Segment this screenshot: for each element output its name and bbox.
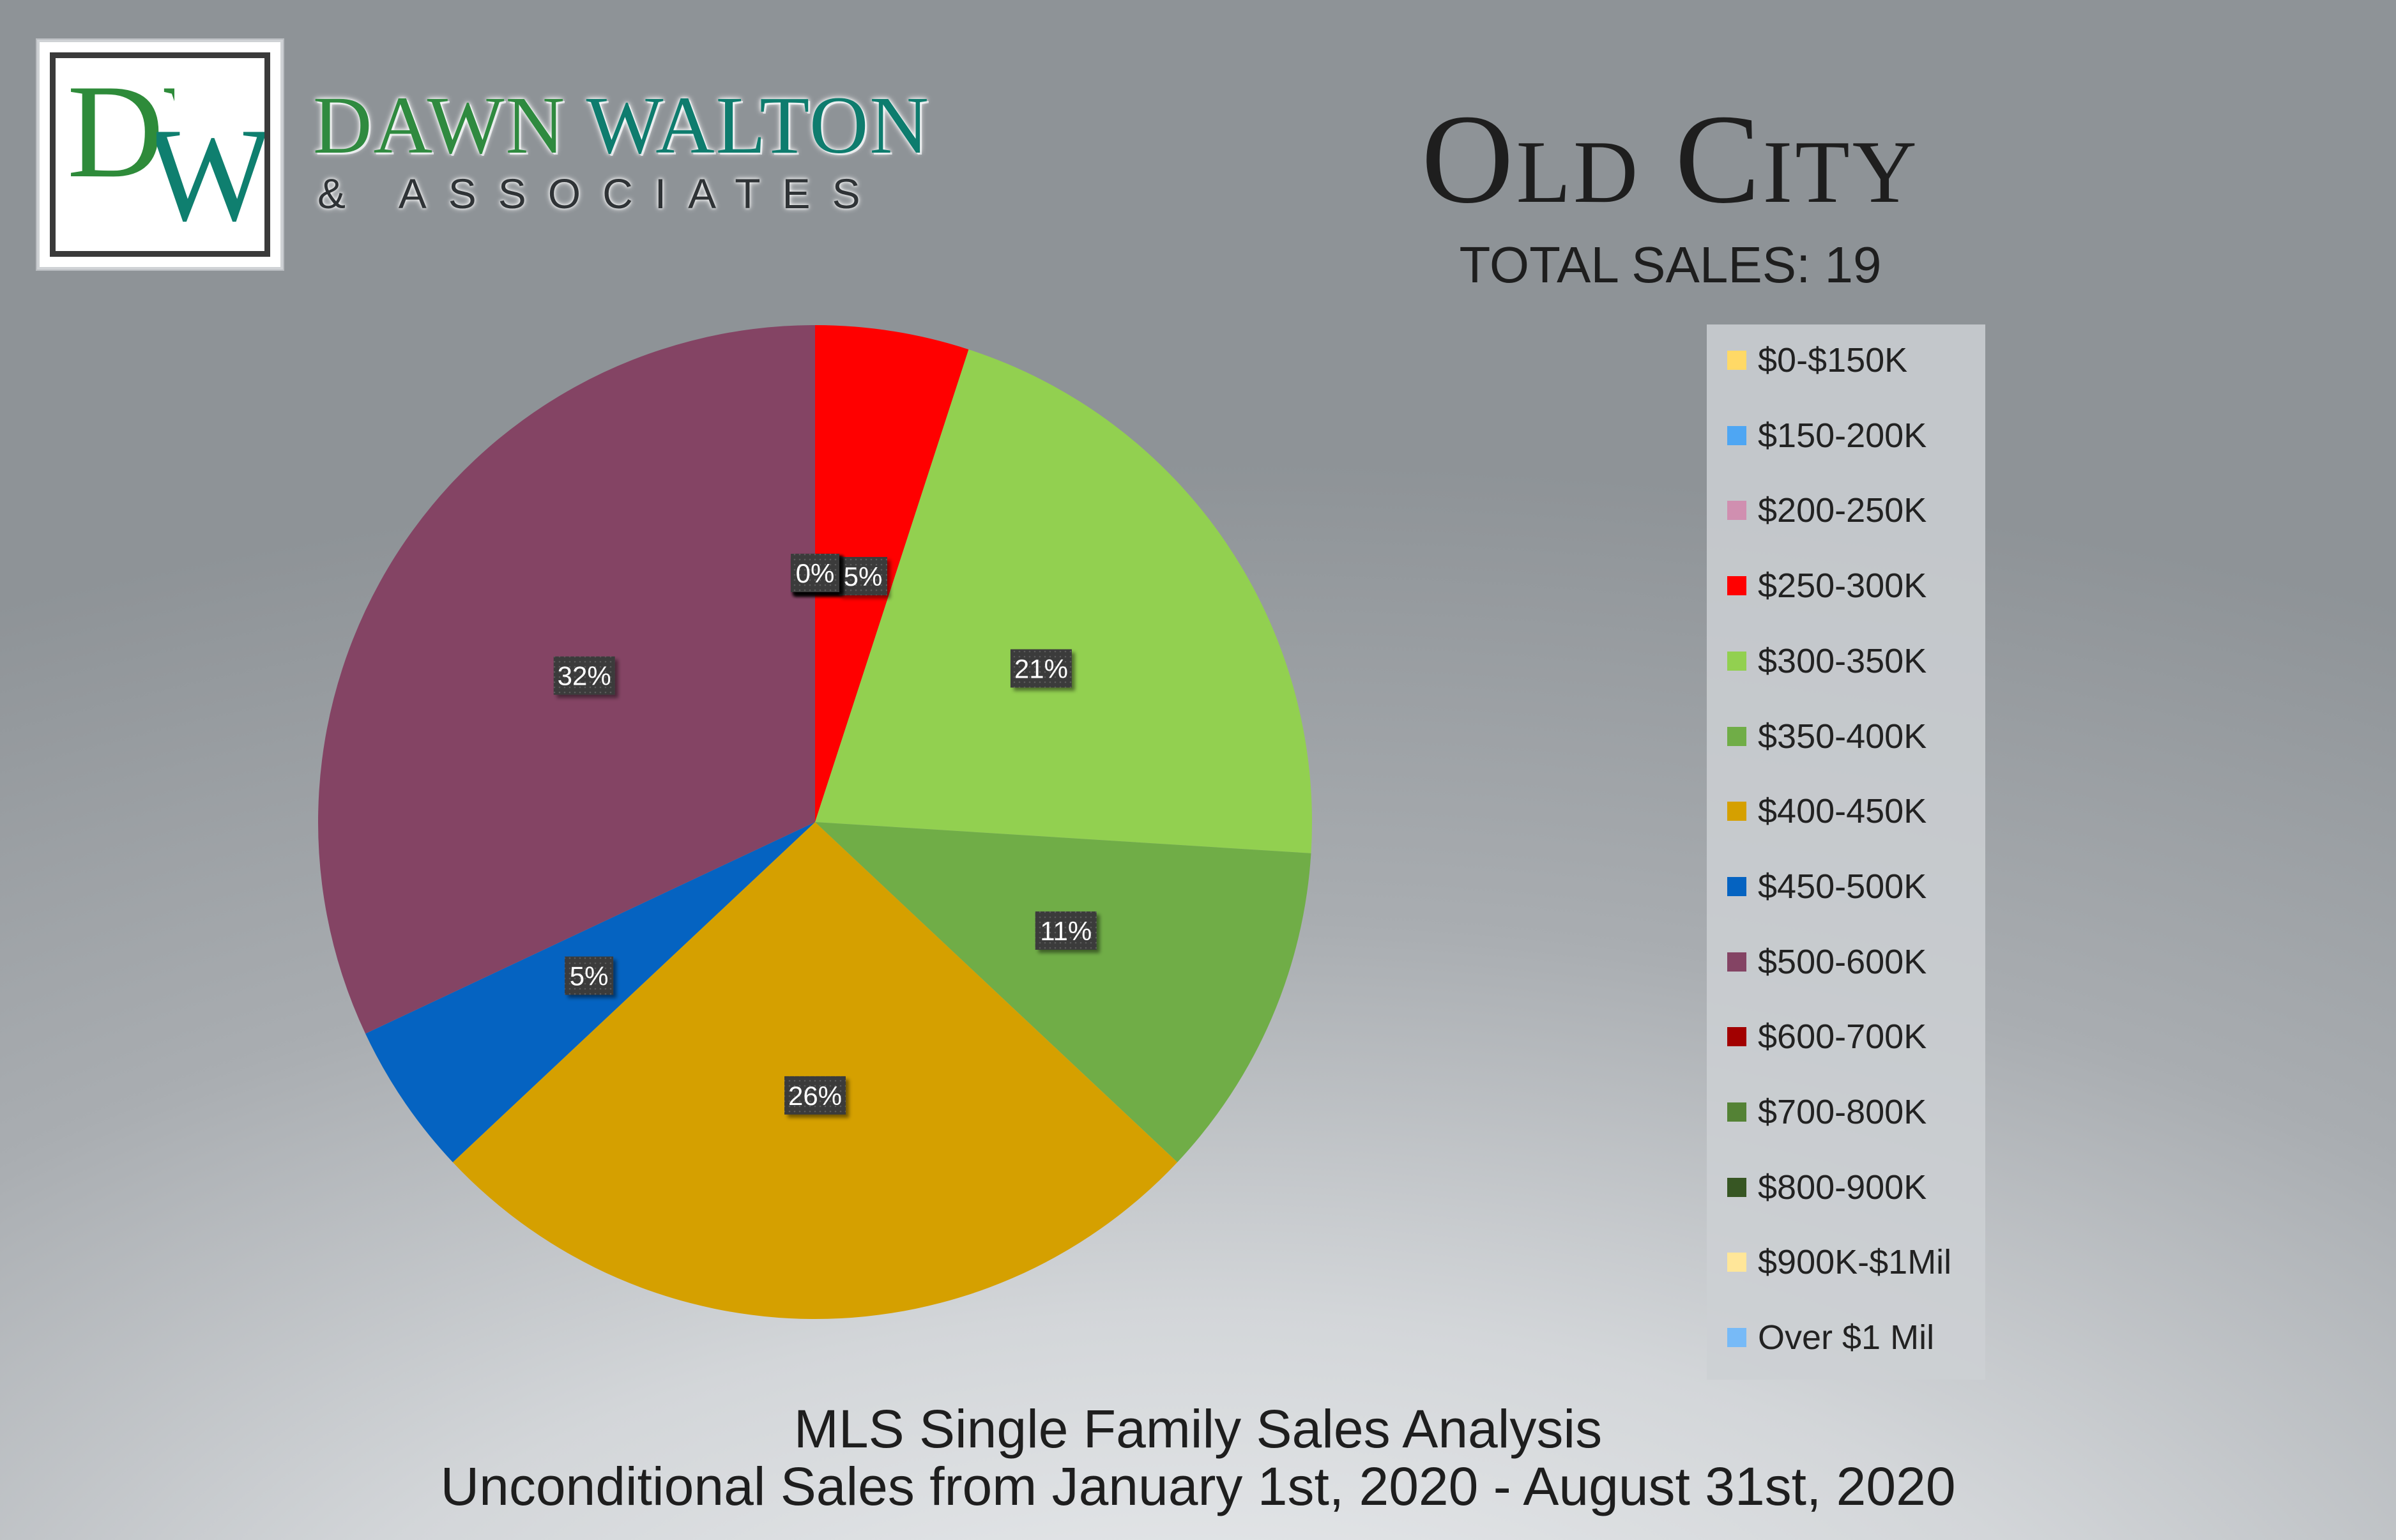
total-sales: TOTAL SALES: 19 — [1459, 236, 1882, 293]
legend-label: $300-350K — [1758, 641, 1927, 680]
data-label-400-450k: 26% — [784, 1076, 846, 1115]
data-label-box — [784, 1076, 846, 1115]
legend-label: $800-900K — [1758, 1168, 1927, 1207]
pie-slice-300-350k — [815, 349, 1312, 853]
logo-letter-w: DW — [50, 101, 270, 249]
legend-item-250-300k: $250-300K — [1727, 560, 1927, 611]
data-label-300-350k: 21% — [1010, 649, 1072, 688]
data-label-450-500k: 5% — [565, 956, 614, 995]
legend-label: $600-700K — [1758, 1018, 1927, 1056]
data-label-text: 21% — [1014, 653, 1068, 683]
brand-subtitle: & ASSOCIATES — [317, 170, 882, 217]
legend-swatch — [1727, 501, 1746, 521]
page-title: Old City — [1421, 89, 1919, 230]
legend-label: Over $1 Mil — [1758, 1318, 1935, 1357]
legend-swatch — [1727, 726, 1746, 746]
data-label-text: 11% — [1040, 916, 1092, 946]
data-label-box — [565, 956, 614, 995]
legend-item-800-900k: $800-900K — [1727, 1162, 1927, 1213]
legend-item-900k-1mil: $900K-$1Mil — [1727, 1237, 1951, 1288]
legend-item-500-600k: $500-600K — [1727, 936, 1927, 987]
footer-line-1: MLS Single Family Sales Analysis — [793, 1399, 1603, 1459]
legend-item-200-250k: $200-250K — [1727, 485, 1927, 536]
legend-swatch — [1727, 651, 1746, 671]
data-label-500-600k: 32% — [553, 656, 615, 695]
legend-swatch — [1727, 1102, 1746, 1122]
data-label-text: 32% — [558, 661, 611, 691]
pie-slice-350-400k — [815, 822, 1311, 1163]
legend-item-450-500k: $450-500K — [1727, 861, 1927, 912]
legend-item-150-200k: $150-200K — [1727, 410, 1927, 461]
pie-slice-250-300k — [815, 325, 969, 822]
legend-swatch — [1727, 576, 1746, 596]
legend-swatch — [1727, 1177, 1746, 1197]
legend-label: $500-600K — [1758, 942, 1927, 981]
legend-swatch — [1727, 802, 1746, 821]
data-label-box — [553, 656, 615, 695]
data-label-350-400k: 11% — [1035, 911, 1097, 950]
data-label-box — [839, 557, 887, 595]
brand-name-first: DAWN — [313, 80, 566, 171]
legend-swatch — [1727, 1328, 1746, 1348]
legend-item-700-800k: $700-800K — [1727, 1086, 1927, 1138]
legend-label: $700-800K — [1758, 1093, 1927, 1131]
legend-item-400-450k: $400-450K — [1727, 786, 1927, 837]
legend-label: $200-250K — [1758, 491, 1927, 530]
legend-item-350-400k: $350-400K — [1727, 711, 1927, 762]
chart-legend: $0-$150K $150-200K $200-250K $250-300K $300-… — [1707, 324, 1985, 1380]
legend-swatch — [1727, 1027, 1746, 1047]
data-label-over-1-mil: 0% — [791, 554, 839, 592]
data-label-text: 0% — [796, 558, 835, 588]
legend-item-over-1-mil: Over $1 Mil — [1727, 1312, 1934, 1363]
legend-label: $250-300K — [1758, 567, 1927, 606]
legend-item-300-350k: $300-350K — [1727, 636, 1927, 687]
data-label-box — [1010, 649, 1072, 688]
data-label-text: 26% — [788, 1081, 842, 1111]
logo-letter-d: DW — [67, 57, 270, 206]
legend-swatch — [1727, 1253, 1746, 1272]
legend-label: $400-450K — [1758, 792, 1927, 831]
legend-label: $350-400K — [1758, 717, 1927, 756]
data-label-text: 5% — [570, 961, 609, 991]
brand-name: DAWN WALTON — [313, 84, 930, 166]
logo-badge: DW DW — [37, 40, 283, 270]
legend-label: $450-500K — [1758, 867, 1927, 906]
legend-swatch — [1727, 876, 1746, 896]
brand-name-last: WALTON — [586, 80, 930, 171]
footer-line-2: Unconditional Sales from January 1st, 20… — [440, 1456, 1956, 1516]
legend-swatch — [1727, 351, 1746, 370]
legend-label: $150-200K — [1758, 416, 1927, 455]
logo-frame: DW DW — [50, 52, 270, 257]
legend-item-600-700k: $600-700K — [1727, 1011, 1927, 1062]
data-label-box — [1035, 911, 1097, 950]
legend-label: $0-$150K — [1758, 341, 1908, 379]
legend-item-0-150k: $0-$150K — [1727, 335, 1907, 386]
legend-swatch — [1727, 952, 1746, 972]
data-label-text: 5% — [844, 561, 883, 591]
legend-swatch — [1727, 425, 1746, 445]
pie-slice-400-450k — [452, 822, 1178, 1319]
data-label-box — [791, 554, 839, 592]
legend-label: $900K-$1Mil — [1758, 1243, 1952, 1282]
data-label-250-300k: 5% — [839, 557, 887, 595]
